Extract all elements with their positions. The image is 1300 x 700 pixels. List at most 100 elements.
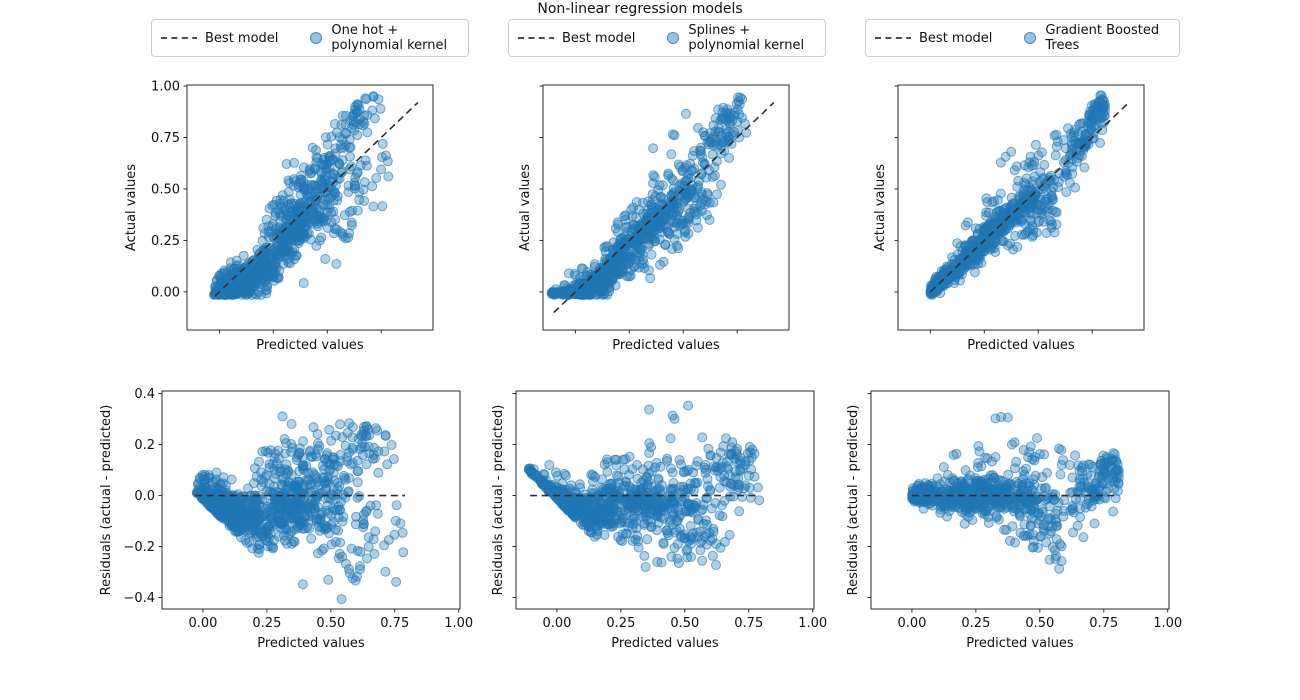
scatter-point [617,250,628,261]
scatter-point [346,217,357,228]
scatter-point [295,519,306,529]
scatter-point [680,231,691,242]
scatter-point [333,525,344,536]
scatter-point [1035,167,1046,178]
scatter-point [359,177,370,188]
scatter-point [267,272,278,283]
scatter-point [658,539,669,549]
legend-model-label-line1: Gradient Boosted [1045,23,1160,38]
dashed-line-sample-icon [161,37,197,39]
y-tick-label: 0.00 [151,285,180,300]
scatter-point [373,446,384,457]
scatter-point [654,234,665,245]
scatter-point [597,509,608,520]
scatter-point [960,241,971,252]
scatter-point [261,262,272,272]
scatter-point [626,496,637,507]
scatter-point [688,203,699,214]
legend-model-label-line1: Splines + [688,23,751,38]
scatter-point [640,562,651,572]
scatter-point [607,244,618,255]
scatter-point [371,173,382,184]
scatter-marker-icon [310,32,323,44]
scatter-point [622,221,633,232]
scatter-point [565,492,576,503]
scatter-point [669,413,680,424]
identity-line [214,101,419,297]
scatter-point [391,576,402,587]
scatter-point [310,449,321,460]
scatter-point [716,500,727,511]
scatter-point [397,527,408,538]
scatter-point [207,492,217,503]
scatter-point [331,224,342,235]
scatter-point [704,528,715,539]
scatter-point [607,521,618,532]
scatter-point [645,273,656,284]
scatter-point [598,270,609,281]
scatter-point [246,282,257,293]
scatter-point [1019,229,1030,240]
scatter-point [624,469,634,480]
axes-spines [186,84,434,331]
x-tick-label: 0.00 [188,616,217,631]
scatter-point [677,219,688,230]
scatter-point [281,159,292,169]
scatter-point [651,525,662,536]
scatter-point [368,201,379,212]
scatter-point [653,505,664,516]
scatter-point [644,265,654,276]
scatter-point [359,195,370,206]
scatter-point [986,243,997,254]
scatter-point [240,515,251,526]
scatter-point [284,177,295,188]
scatter-point [298,278,309,288]
scatter-point [328,485,339,496]
scatter-point [1061,187,1072,198]
scatter-point [197,470,208,481]
scatter-point [1051,129,1062,140]
scatter-point [323,574,334,585]
scatter-point [574,479,585,490]
scatter-point [243,483,253,494]
x-tick-label: 0.75 [380,616,409,631]
scatter-point [650,191,661,201]
scatter-point [1058,135,1069,146]
legend-onehot: Best model One hot + polynomial kernel [151,19,469,57]
scatter-point [1025,215,1036,226]
scatter-point [982,197,993,208]
scatter-marker-icon [1024,32,1037,44]
scatter-point [952,238,963,249]
scatter-point [667,129,678,140]
scatter-point [340,440,351,451]
scatter-point [263,226,274,237]
scatter-marker-icon [667,32,680,44]
y-tick-label: 0.50 [151,182,180,197]
scatter-point [673,558,684,569]
scatter-point [715,542,726,553]
scatter-point [362,110,373,121]
scatter-point [268,542,279,553]
scatter-point [1071,156,1082,167]
scatter-point [1098,100,1109,111]
scatter-point [296,219,307,230]
scatter-point [1043,199,1054,210]
scatter-point [599,459,610,470]
scatter-point [373,94,384,105]
scatter-point [642,534,653,545]
scatter-point [717,511,728,522]
scatter-point [681,175,692,186]
scatter-point [602,241,613,252]
scatter-point [590,471,600,482]
scatter-point [647,211,657,222]
scatter-point [297,579,308,590]
scatter-point [719,470,730,481]
scatter-point [716,179,726,190]
scatter-point [261,288,272,299]
scatter-point [281,438,291,449]
scatter-point [560,470,571,481]
scatter-point [663,168,674,179]
y-axis-label: Residuals (actual - predicted) [491,405,506,596]
